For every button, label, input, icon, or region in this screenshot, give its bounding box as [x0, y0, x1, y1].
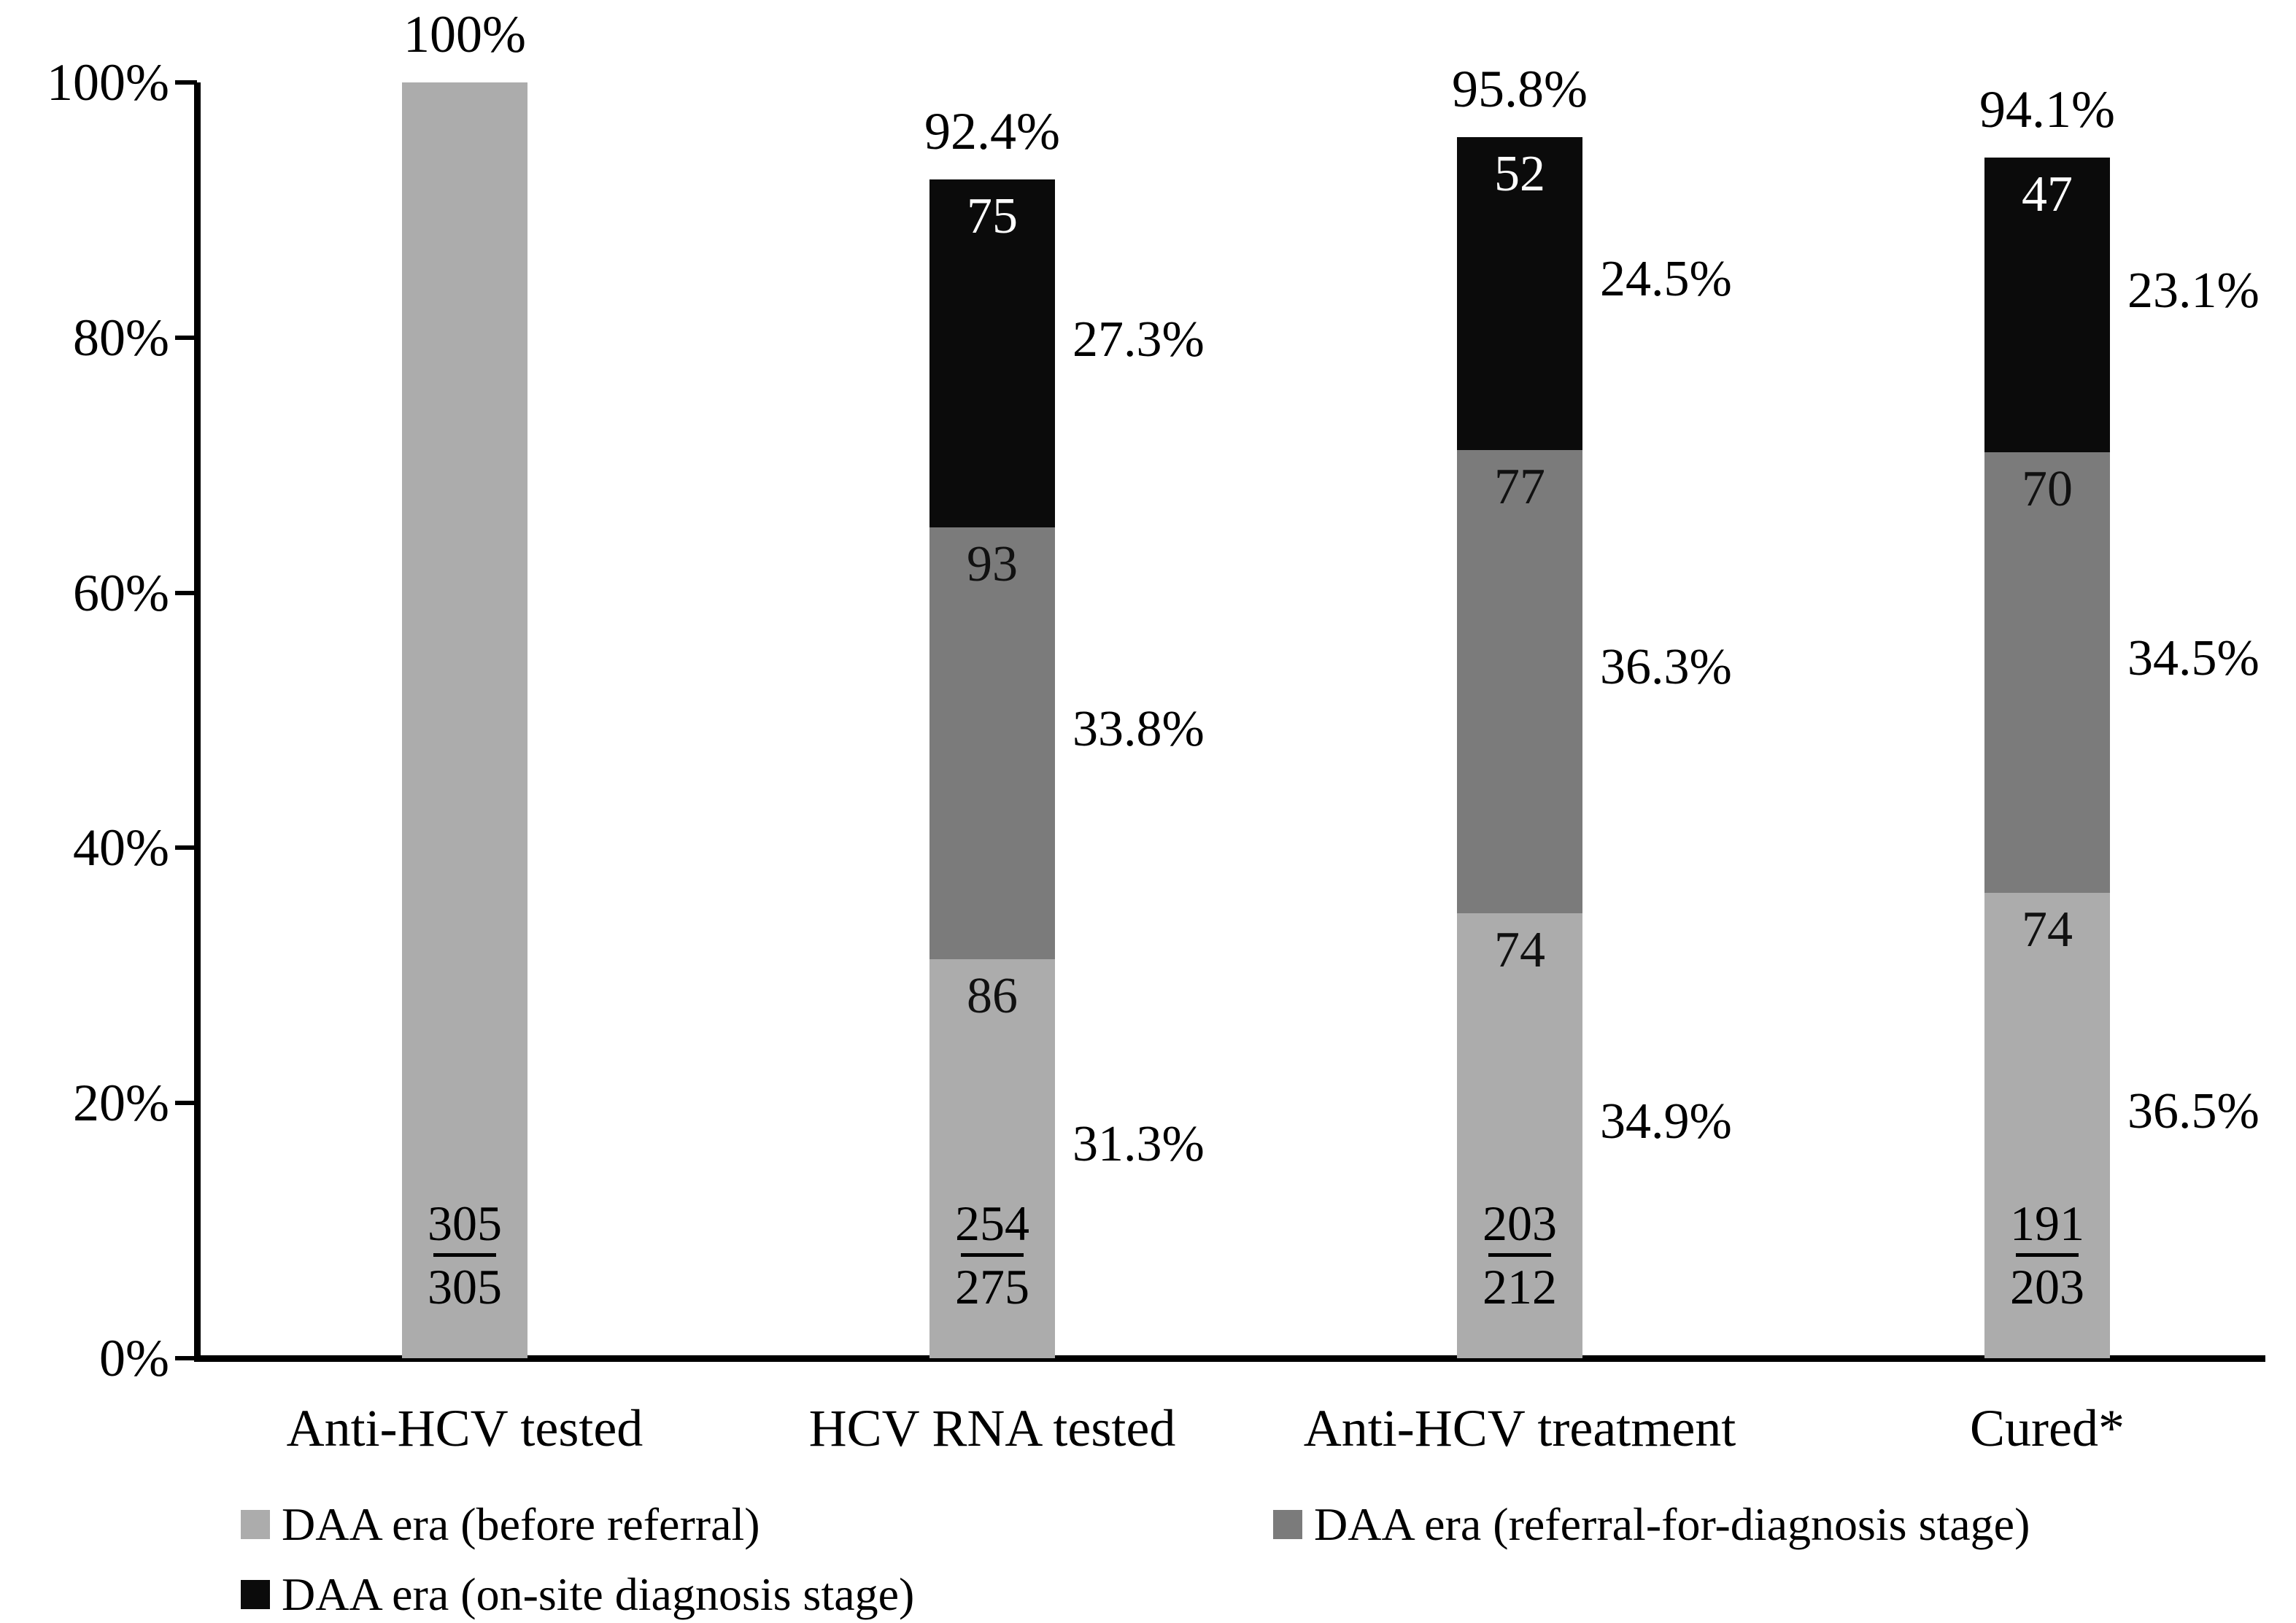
fraction-numerator: 305	[428, 1196, 502, 1251]
segment-count-label: 52	[1494, 146, 1545, 203]
fraction-denominator: 212	[1483, 1259, 1557, 1314]
bar-segment	[1457, 449, 1582, 913]
segment-percent-label: 36.3%	[1600, 639, 1732, 696]
segment-count-label: 93	[967, 536, 1018, 593]
y-tick-label: 0%	[99, 1329, 169, 1387]
y-tick-label: 80%	[73, 308, 169, 367]
fraction-denominator: 305	[428, 1259, 502, 1314]
bar-segment	[1984, 158, 2110, 453]
segment-count-label: 47	[2022, 166, 2073, 223]
bar-segment	[1457, 913, 1582, 1358]
legend-item: DAA era (before referral)	[241, 1498, 760, 1551]
segment-percent-label: 24.5%	[1600, 251, 1732, 308]
fraction-numerator: 203	[1483, 1196, 1557, 1251]
y-tick	[175, 590, 197, 595]
legend-swatch	[1273, 1510, 1302, 1539]
segment-count-label: 75	[967, 187, 1018, 244]
bar-segment	[1457, 137, 1582, 450]
segment-percent-label: 27.3%	[1072, 311, 1205, 368]
bar-segment	[1984, 892, 2110, 1358]
bar-total-label: 92.4%	[924, 101, 1060, 160]
fraction-line	[961, 1253, 1024, 1257]
y-tick-label: 20%	[73, 1074, 169, 1133]
fraction-numerator: 254	[955, 1196, 1029, 1251]
y-tick	[175, 845, 197, 851]
fraction-label: 191 203	[1974, 1196, 2120, 1314]
fraction-denominator: 203	[2010, 1259, 2084, 1314]
segment-percent-label: 23.1%	[2127, 263, 2260, 319]
y-tick	[175, 80, 197, 85]
bar-segment	[929, 958, 1055, 1358]
legend-label: DAA era (referral-for-diagnosis stage)	[1314, 1498, 2030, 1550]
bar-segment	[929, 527, 1055, 959]
y-tick-label: 100%	[47, 53, 169, 112]
fraction-label: 203 212	[1447, 1196, 1593, 1314]
legend-item: DAA era (on-site diagnosis stage)	[241, 1568, 914, 1621]
fraction-denominator: 275	[955, 1259, 1029, 1314]
y-tick	[175, 1101, 197, 1106]
segment-percent-label: 36.5%	[2127, 1082, 2260, 1139]
fraction-line	[1488, 1253, 1551, 1257]
segment-count-label: 70	[2022, 461, 2073, 518]
segment-count-label: 74	[2022, 901, 2073, 958]
segment-count-label: 86	[967, 967, 1018, 1024]
legend-swatch	[241, 1510, 270, 1539]
y-tick	[175, 1356, 197, 1360]
x-axis-line	[194, 1355, 2265, 1362]
legend-item: DAA era (referral-for-diagnosis stage)	[1273, 1498, 2030, 1551]
fraction-numerator: 191	[2010, 1196, 2084, 1251]
bar-segment	[929, 179, 1055, 528]
bar-total-label: 95.8%	[1452, 60, 1588, 119]
category-label: HCV RNA tested	[808, 1399, 1176, 1457]
segment-count-label: 74	[1494, 921, 1545, 978]
segment-count-label: 77	[1494, 458, 1545, 515]
legend-swatch	[241, 1580, 270, 1609]
fraction-label: 254 275	[919, 1196, 1065, 1314]
bar-total-label: 94.1%	[1979, 80, 2115, 139]
y-axis-line	[194, 82, 201, 1362]
legend-label: DAA era (on-site diagnosis stage)	[282, 1568, 915, 1620]
y-tick-label: 60%	[73, 563, 169, 622]
legend-label: DAA era (before referral)	[282, 1498, 760, 1550]
segment-percent-label: 34.5%	[2127, 630, 2260, 686]
fraction-label: 305 305	[392, 1196, 538, 1314]
category-label: Anti-HCV treatment	[1303, 1399, 1736, 1457]
category-label: Cured*	[1970, 1399, 2125, 1457]
category-label: Anti-HCV tested	[286, 1399, 643, 1457]
fraction-line	[433, 1253, 496, 1257]
y-tick-label: 40%	[73, 818, 169, 878]
segment-percent-label: 31.3%	[1072, 1116, 1205, 1173]
bar-segment	[1984, 452, 2110, 893]
fraction-line	[2016, 1253, 2079, 1257]
segment-percent-label: 34.9%	[1600, 1093, 1732, 1150]
bar-total-label: 100%	[403, 5, 526, 63]
segment-percent-label: 33.8%	[1072, 700, 1205, 757]
y-tick	[175, 335, 197, 340]
bar-segment	[402, 82, 527, 1358]
